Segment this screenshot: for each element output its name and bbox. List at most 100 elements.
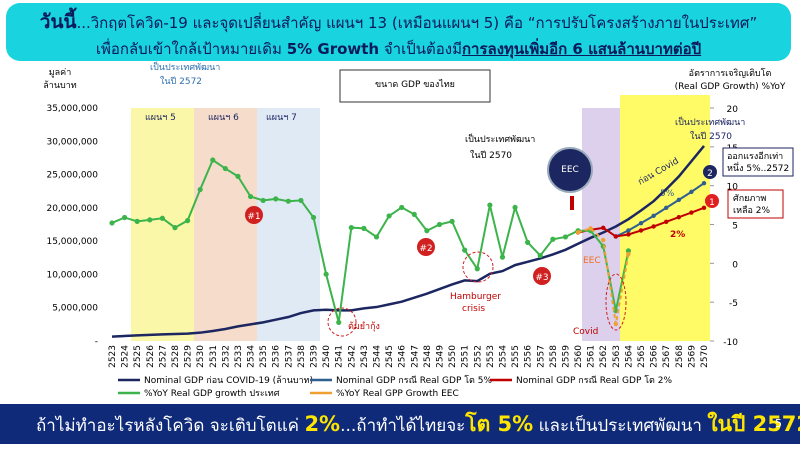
y-tick-label: - bbox=[95, 337, 98, 347]
header-lead: วันนี้ bbox=[39, 11, 77, 33]
y2-tick-label: 20 bbox=[727, 105, 739, 115]
note: 2% bbox=[670, 230, 685, 240]
band-label: แผนฯ 5 bbox=[145, 113, 176, 123]
point bbox=[323, 271, 329, 277]
note: เหลือ 2% bbox=[733, 205, 771, 216]
chart: - 5,000,000 10,000,000 15,000,000 20,000,000… bbox=[43, 60, 794, 399]
x-tick-label: 2534 bbox=[247, 345, 257, 368]
band bbox=[194, 108, 257, 341]
point bbox=[210, 157, 216, 163]
x-tick-label: 2528 bbox=[171, 345, 181, 368]
x-tick-label: 2537 bbox=[284, 345, 294, 368]
legend-label: %YoY Real GDP growth ประเทศ bbox=[144, 389, 280, 399]
x-tick-label: 2564 bbox=[624, 345, 634, 368]
box bbox=[722, 147, 794, 177]
point bbox=[172, 225, 178, 231]
x-tick-label: 2559 bbox=[561, 345, 571, 368]
point bbox=[298, 197, 304, 204]
page-number: 5 bbox=[775, 417, 782, 430]
x-tick-label: 2542 bbox=[347, 345, 357, 368]
x-tick-label: 2567 bbox=[662, 345, 672, 368]
marker-label: 1 bbox=[709, 198, 715, 208]
note: เป็นประเทศพัฒนา bbox=[465, 132, 535, 145]
footer-text: ถ้าไม่ทำอะไรหลังโควิด จะเติบโตแค่ bbox=[36, 416, 305, 436]
marker-label: #3 bbox=[535, 273, 548, 283]
x-tick-label: 2548 bbox=[423, 345, 433, 368]
note: ต้มยำกุ้ง bbox=[348, 321, 380, 332]
x-tick-label: 2543 bbox=[360, 345, 370, 368]
y-axis-title: ล้านบาท bbox=[43, 80, 76, 91]
y-tick-label: 10,000,000 bbox=[46, 270, 98, 280]
point bbox=[638, 220, 644, 226]
footer-em: โต 5% bbox=[465, 412, 534, 436]
legend-label: Nominal GDP กรณี Real GDP โต 5% bbox=[336, 375, 492, 386]
eec-badge bbox=[547, 147, 593, 193]
marker bbox=[705, 194, 719, 208]
footer-em: ในปี 2572 bbox=[707, 412, 800, 436]
note: ในปี 2570 bbox=[470, 150, 512, 161]
point bbox=[462, 247, 468, 253]
note: เป็นประเทศพัฒนา bbox=[150, 60, 220, 73]
point bbox=[575, 230, 581, 235]
x-tick-label: 2544 bbox=[373, 345, 383, 368]
marker bbox=[703, 165, 717, 179]
point bbox=[613, 234, 619, 239]
point bbox=[525, 239, 531, 245]
note: หนึ่ง 5%..2572 bbox=[727, 161, 789, 174]
x-tick-label: 2535 bbox=[259, 345, 269, 368]
y2-tick-label: 10 bbox=[727, 183, 739, 193]
point bbox=[638, 228, 644, 233]
chart-title: ขนาด GDP ของไทย bbox=[375, 79, 455, 90]
x-tick-label: 2556 bbox=[524, 345, 534, 368]
point bbox=[134, 218, 140, 224]
note: crisis bbox=[462, 304, 485, 314]
point bbox=[336, 319, 342, 325]
point bbox=[361, 225, 367, 231]
x-tick-label: 2563 bbox=[612, 345, 622, 368]
x-tick-label: 2536 bbox=[272, 345, 282, 368]
point bbox=[689, 189, 694, 195]
point bbox=[121, 214, 128, 221]
highlight bbox=[462, 251, 494, 283]
point bbox=[626, 228, 631, 233]
point bbox=[537, 252, 543, 259]
x-tick-label: 2541 bbox=[335, 345, 345, 368]
point bbox=[247, 193, 254, 200]
point bbox=[222, 165, 228, 172]
point bbox=[147, 217, 153, 223]
x-tick-label: 2554 bbox=[498, 345, 508, 368]
point bbox=[651, 213, 656, 219]
note: Covid bbox=[573, 327, 598, 337]
marker-label: 2 bbox=[707, 169, 713, 179]
legend-label: Nominal GDP กรณี Real GDP โต 2% bbox=[516, 375, 672, 386]
header-text: ...วิกฤตโควิด-19 และจุดเปลี่ยนสำคัญ แผนฯ… bbox=[76, 14, 758, 32]
legend: Nominal GDP ก่อน COVID-19 (ล้านบาท) Nomin… bbox=[118, 375, 672, 399]
point bbox=[411, 211, 417, 218]
x-tick-label: 2533 bbox=[234, 345, 244, 368]
point bbox=[626, 251, 631, 257]
note: Hamburger bbox=[450, 292, 501, 302]
x-tick-label: 2545 bbox=[385, 345, 395, 368]
y-tick-label: 35,000,000 bbox=[46, 104, 98, 114]
band bbox=[131, 108, 194, 341]
marker bbox=[533, 267, 551, 285]
note: ในปี 2570 bbox=[690, 131, 732, 142]
note: ออกแรงอีกเท่า bbox=[727, 151, 783, 162]
header-em: 5% Growth bbox=[286, 40, 380, 58]
point bbox=[285, 198, 291, 204]
y-tick-label: 25,000,000 bbox=[46, 171, 98, 181]
point bbox=[386, 213, 392, 219]
x-tick-label: 2530 bbox=[196, 345, 206, 368]
note: ศักยภาพ bbox=[733, 194, 766, 204]
point bbox=[436, 221, 443, 228]
x-tick-label: 2539 bbox=[310, 345, 320, 368]
x-tick-label: 2558 bbox=[549, 345, 559, 368]
x-tick-label: 2538 bbox=[297, 345, 307, 368]
y2-tick-label: 5 bbox=[732, 222, 738, 232]
point bbox=[626, 232, 631, 237]
x-tick-label: 2560 bbox=[574, 345, 584, 368]
point bbox=[676, 197, 682, 203]
y-axis-title: มูลค่า bbox=[49, 68, 72, 78]
x-tick-label: 2550 bbox=[448, 345, 458, 368]
